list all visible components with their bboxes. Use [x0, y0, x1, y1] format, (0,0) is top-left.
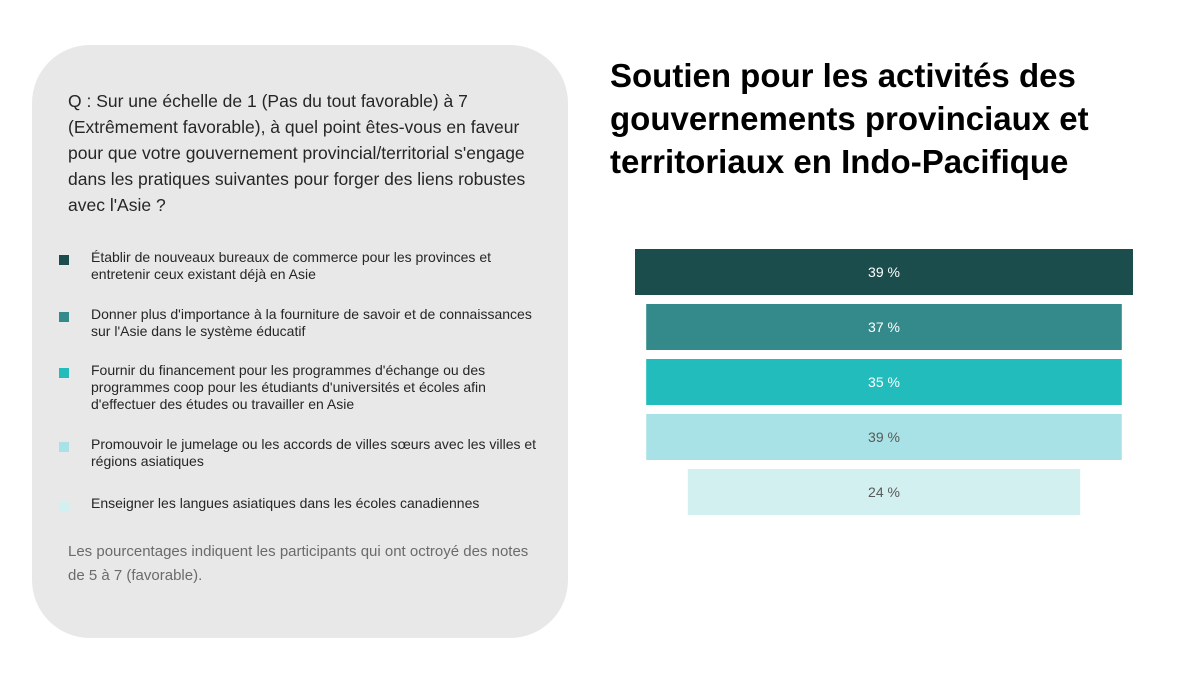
legend-swatch	[59, 312, 69, 322]
bar	[646, 414, 1122, 460]
legend-swatch	[59, 442, 69, 452]
chart-title: Soutien pour les activités des gouvernem…	[610, 57, 1089, 180]
legend-item: Fournir du financement pour les programm…	[59, 362, 539, 413]
bar-value-label: 35 %	[868, 374, 900, 390]
legend-label: Promouvoir le jumelage ou les accords de…	[91, 436, 537, 469]
legend-swatch	[59, 368, 69, 378]
bar	[646, 359, 1122, 405]
legend-item: Enseigner les langues asiatiques dans le…	[59, 495, 539, 512]
legend-label: Établir de nouveaux bureaux de commerce …	[91, 249, 491, 282]
bar	[646, 304, 1122, 350]
bar	[635, 249, 1133, 295]
legend-label: Donner plus d'importance à la fourniture…	[91, 306, 532, 339]
legend-swatch	[59, 255, 69, 265]
legend-swatch	[59, 501, 69, 511]
bar	[687, 469, 1081, 515]
legend-label: Enseigner les langues asiatiques dans le…	[91, 495, 480, 511]
question-panel: Q : Sur une échelle de 1 (Pas du tout fa…	[32, 45, 568, 638]
legend-label: Fournir du financement pour les programm…	[91, 362, 486, 412]
bar-value-label: 37 %	[868, 319, 900, 335]
bar-value-label: 39 %	[868, 429, 900, 445]
footnote: Les pourcentages indiquent les participa…	[68, 543, 529, 584]
question-text: Q : Sur une échelle de 1 (Pas du tout fa…	[68, 91, 526, 215]
legend-item: Établir de nouveaux bureaux de commerce …	[59, 249, 539, 283]
bar-value-label: 39 %	[868, 264, 900, 280]
bar-value-label: 24 %	[868, 484, 900, 500]
legend-item: Promouvoir le jumelage ou les accords de…	[59, 436, 539, 470]
legend-item: Donner plus d'importance à la fourniture…	[59, 306, 539, 340]
